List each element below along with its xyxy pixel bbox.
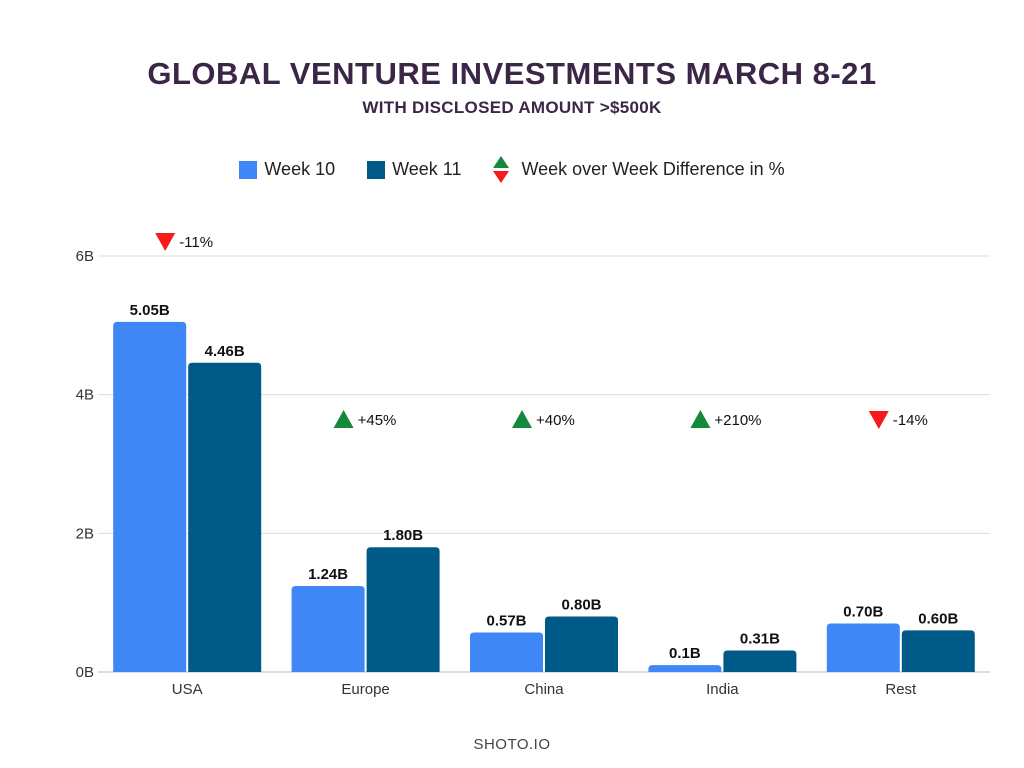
bar-week11-usa	[188, 362, 262, 672]
legend-label-week10: Week 10	[264, 159, 336, 179]
legend-item-week11: Week 11	[367, 159, 461, 180]
difference-label: +210%	[714, 412, 761, 429]
data-label: 0.31B	[740, 631, 780, 648]
legend-label-diff: Week over Week Difference in %	[521, 159, 785, 179]
difference-label: -11%	[179, 234, 213, 251]
data-label: 5.05B	[130, 302, 170, 319]
legend: Week 10 Week 11 Week over Week Differenc…	[0, 156, 1024, 183]
up-triangle-icon	[690, 410, 711, 428]
x-tick-label: Rest	[885, 681, 917, 698]
difference-label: -14%	[893, 412, 928, 429]
legend-item-diff: Week over Week Difference in %	[493, 156, 785, 183]
bar-week10-rest	[826, 623, 900, 672]
y-tick-label: 6B	[76, 248, 94, 265]
data-label: 0.60B	[918, 610, 958, 627]
data-label: 0.80B	[561, 597, 601, 614]
y-tick-label: 0B	[76, 664, 94, 681]
up-triangle-icon	[512, 410, 532, 428]
down-triangle-icon	[155, 233, 176, 251]
legend-label-week11: Week 11	[392, 159, 462, 179]
bar-week10-china	[470, 632, 543, 672]
difference-label: +45%	[358, 412, 397, 429]
bar-week10-india	[648, 665, 722, 672]
x-tick-label: Europe	[341, 681, 389, 698]
y-tick-label: 2B	[76, 525, 94, 542]
difference-label: +40%	[536, 412, 575, 429]
down-triangle-icon	[868, 411, 889, 429]
footer-brand: SHOTO.IO	[473, 736, 551, 753]
bar-week11-rest	[901, 630, 975, 672]
data-label: 4.46B	[205, 343, 245, 360]
x-tick-label: USA	[172, 681, 203, 698]
up-down-triangle-icon	[493, 156, 510, 183]
data-label: 1.24B	[308, 566, 348, 583]
y-tick-label: 4B	[76, 387, 94, 404]
up-triangle-icon	[333, 410, 354, 428]
bar-week11-india	[723, 650, 797, 672]
bar-week11-china	[545, 616, 618, 672]
bar-week11-europe	[366, 547, 440, 672]
x-tick-label: India	[706, 681, 739, 698]
data-label: 0.70B	[843, 603, 883, 620]
data-label: 0.1B	[669, 645, 701, 662]
chart-subtitle: WITH DISCLOSED AMOUNT >$500K	[362, 98, 662, 117]
legend-swatch-week11	[367, 160, 386, 179]
x-tick-label: China	[524, 681, 564, 698]
chart-title: GLOBAL VENTURE INVESTMENTS MARCH 8-21	[147, 56, 877, 91]
bar-week10-usa	[113, 321, 187, 672]
data-label: 1.80B	[383, 527, 423, 544]
legend-swatch-week10	[239, 160, 258, 179]
bar-week10-europe	[291, 586, 365, 672]
data-label: 0.57B	[486, 612, 526, 629]
legend-item-week10: Week 10	[239, 159, 335, 180]
